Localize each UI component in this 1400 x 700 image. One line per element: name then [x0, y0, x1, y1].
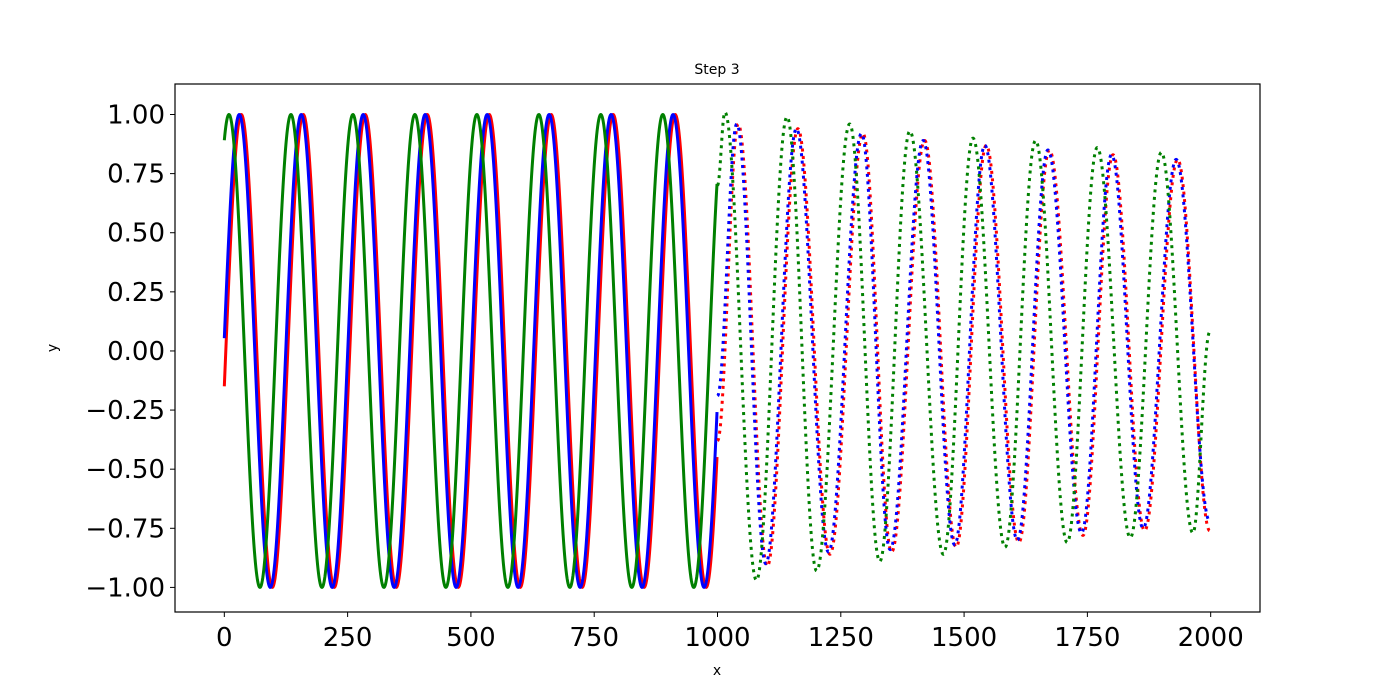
x-tick-label-1: 250 [323, 623, 373, 653]
series-line-1 [222, 113, 719, 589]
y-tick-label-8: 1.00 [107, 101, 165, 131]
y-tick-label-1: −0.75 [85, 514, 165, 544]
series-line-prediction-4 [716, 122, 1211, 566]
series-line-prediction-3 [716, 122, 1211, 568]
y-tick-label-3: −0.25 [85, 396, 165, 426]
series-line-2 [222, 113, 719, 589]
ticks-layer: 0 250 500 750 1000 1250 1500 1750 2000 −1.00 −0.75… [85, 101, 1243, 653]
x-axis-label: x [713, 663, 721, 679]
y-tick-label-0: −1.00 [85, 573, 165, 603]
y-tick-label-6: 0.50 [107, 219, 165, 249]
chart-title: Step 3 [694, 62, 739, 78]
y-tick-label-7: 0.75 [107, 160, 165, 190]
y-tick-label-2: −0.50 [85, 455, 165, 485]
y-axis-label: y [45, 344, 61, 352]
x-tick-label-4: 1000 [684, 623, 750, 653]
x-tick-label-0: 0 [216, 623, 233, 653]
x-tick-label-5: 1250 [808, 623, 874, 653]
x-tick-label-3: 750 [569, 623, 619, 653]
series-line-0 [222, 113, 719, 589]
y-tick-label-4: 0.00 [107, 337, 165, 367]
y-tick-label-5: 0.25 [107, 278, 165, 308]
x-tick-label-6: 1500 [931, 623, 997, 653]
x-tick-label-7: 1750 [1054, 623, 1120, 653]
series-layer [222, 110, 1211, 589]
x-tick-label-8: 2000 [1178, 623, 1244, 653]
series-line-prediction-5 [716, 110, 1211, 582]
x-tick-label-2: 500 [446, 623, 496, 653]
